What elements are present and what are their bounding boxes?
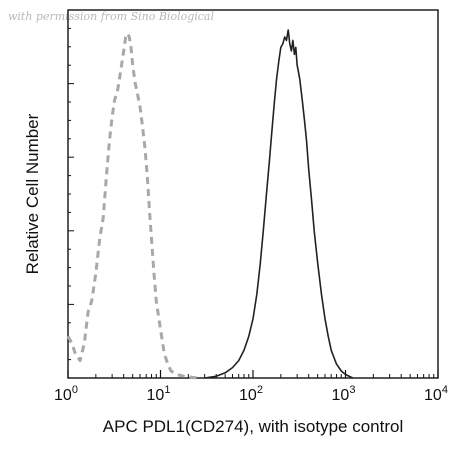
y-axis-label: Relative Cell Number (23, 113, 42, 274)
x-axis-ticks: 100 101 102 103 104 (54, 370, 448, 404)
pdl1-stained-curve (204, 29, 354, 379)
watermark-text: with permission from Sino Biological (8, 10, 214, 23)
x-tick-label: 100 (54, 384, 78, 404)
x-tick-label: 104 (424, 384, 448, 404)
x-axis-label: APC PDL1(CD274), with isotype control (103, 417, 403, 436)
isotype-control-curve (66, 32, 198, 380)
y-axis-ticks (68, 9, 74, 379)
series-layer (66, 29, 354, 380)
x-tick-label: 103 (332, 384, 356, 404)
plot-frame (67, 9, 439, 379)
x-tick-label: 101 (147, 384, 171, 404)
x-tick-label: 102 (239, 384, 263, 404)
